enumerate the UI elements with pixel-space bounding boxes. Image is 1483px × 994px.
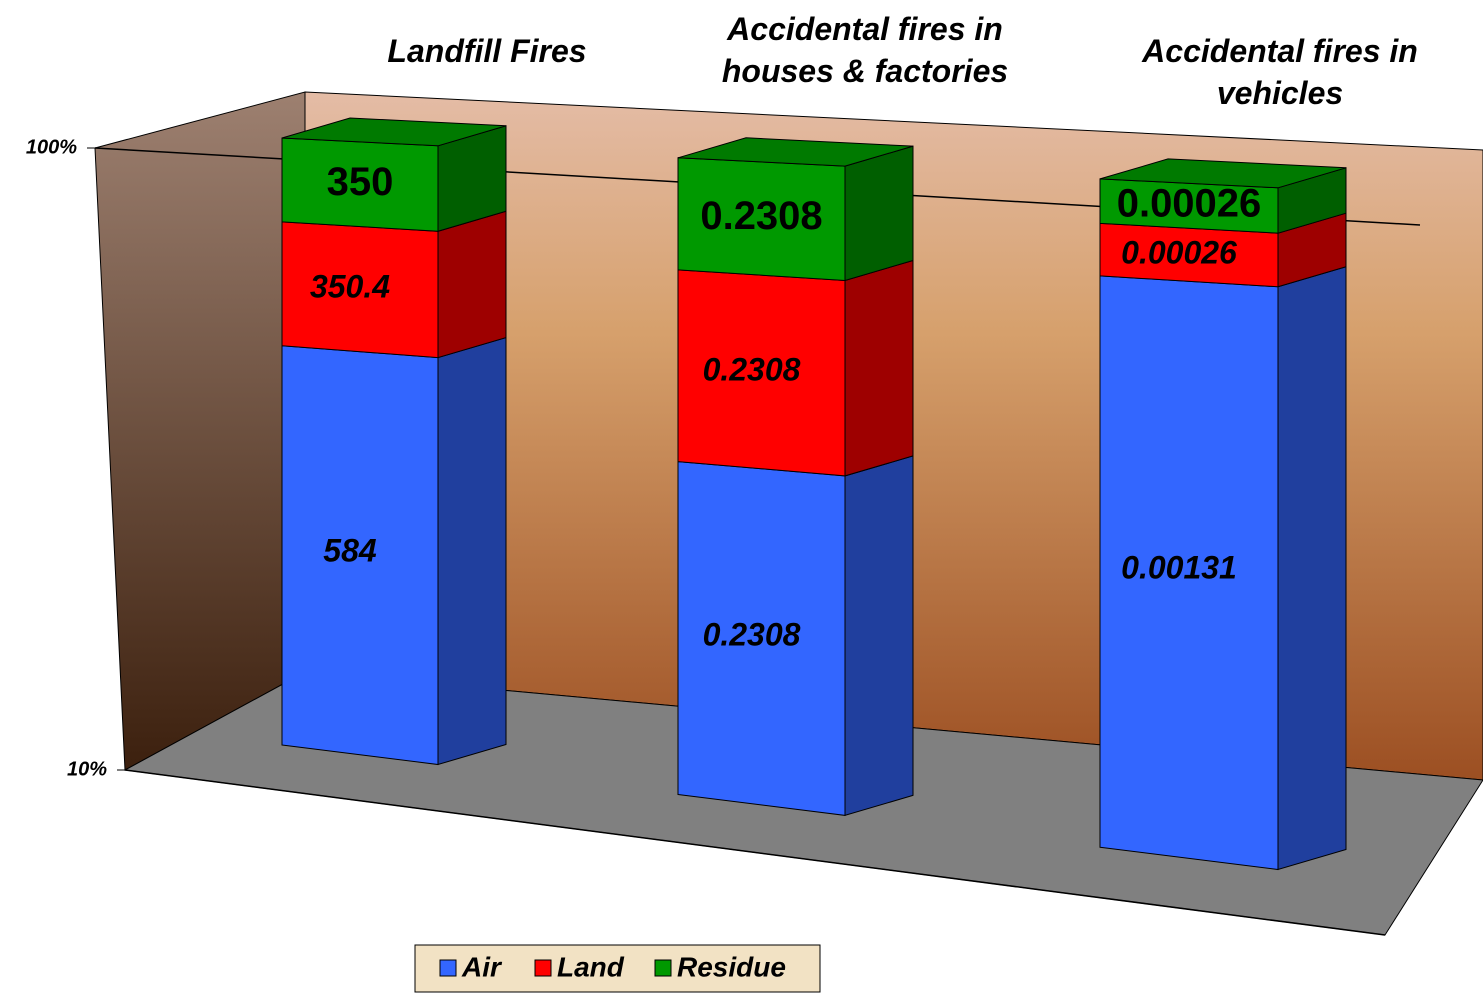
data-label: 0.2308 [703,616,801,652]
bar-side [437,210,507,359]
category-label-box: Landfill Fires [387,33,587,69]
bar-side [1277,266,1347,871]
bar-side [437,336,507,766]
bar-side [844,259,914,477]
legend-label: Residue [677,951,786,982]
bar-top [1099,158,1347,189]
legend: Air Land Residue [414,944,821,993]
legend-label: Air [461,951,503,982]
data-label: 584 [323,533,377,569]
bars: 584 350.4 350 0.2308 0.2308 0.2308 0.00131 0.00… [281,117,1347,871]
legend-swatch [439,959,457,977]
x-tick-label: Landfill Fires [387,33,587,69]
side-wall [94,91,306,771]
data-label: 0.2308 [700,194,822,238]
data-label: 350 [327,160,394,204]
bar-top [281,117,507,147]
y-tick-label: 10% [67,758,107,780]
grid-line [124,769,1386,936]
data-label: 0.00131 [1121,549,1237,585]
bar-side [844,145,914,282]
data-label: 0.00026 [1121,234,1237,270]
legend-box [414,944,821,993]
bar-side [844,455,914,817]
bar-top [677,137,914,167]
legend-swatch [654,959,672,977]
data-label: 0.00026 [1117,181,1262,225]
y-tick-label: 100% [26,136,77,158]
legend-swatch [534,959,552,977]
data-label: 350.4 [310,269,390,305]
legend-label: Land [557,951,625,982]
x-tick-label: Accidental fires in vehicles [1142,33,1418,111]
category-label-box: Accidental fires in houses & factories [721,11,1009,89]
category-label-box: Accidental fires in vehicles [1142,33,1418,111]
x-tick-label: Accidental fires in houses & factories [721,11,1009,89]
data-label: 0.2308 [703,351,801,387]
